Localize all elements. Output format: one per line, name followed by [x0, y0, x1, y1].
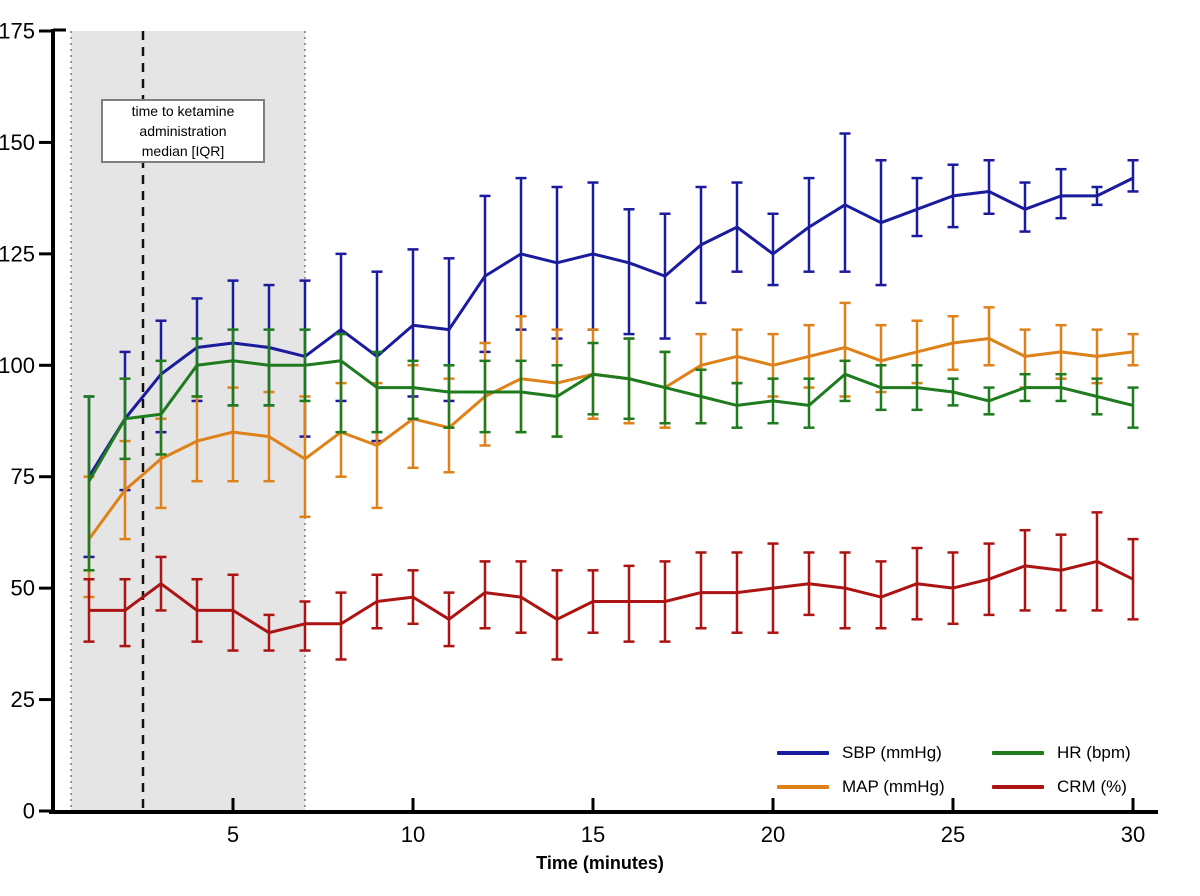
svg-text:125: 125 — [0, 241, 35, 266]
svg-text:100: 100 — [0, 353, 35, 378]
annotation-line-2: administration — [139, 123, 227, 139]
svg-text:25: 25 — [11, 687, 35, 712]
sbp-line-swatch — [777, 751, 829, 755]
legend-label-sbp: SBP (mmHg) — [842, 743, 942, 762]
svg-text:175: 175 — [0, 19, 35, 44]
svg-text:5: 5 — [227, 822, 239, 847]
svg-text:10: 10 — [401, 822, 425, 847]
legend-item-map: MAP (mmHg) — [777, 776, 945, 798]
svg-text:30: 30 — [1121, 822, 1145, 847]
svg-text:150: 150 — [0, 130, 35, 155]
svg-text:75: 75 — [11, 464, 35, 489]
svg-text:15: 15 — [581, 822, 605, 847]
legend-label-hr: HR (bpm) — [1057, 743, 1131, 762]
legend-item-crm: CRM (%) — [992, 776, 1127, 798]
legend-item-sbp: SBP (mmHg) — [777, 742, 942, 764]
svg-text:50: 50 — [11, 576, 35, 601]
hr-line-swatch — [992, 751, 1044, 755]
map-line-swatch — [777, 785, 829, 789]
annotation-box: time to ketamine administration median [… — [101, 99, 265, 163]
legend-label-crm: CRM (%) — [1057, 777, 1127, 796]
legend-label-map: MAP (mmHg) — [842, 777, 945, 796]
x-axis-title: Time (minutes) — [536, 853, 664, 873]
svg-text:20: 20 — [761, 822, 785, 847]
annotation-line-3: median [IQR] — [141, 143, 225, 159]
annotation-line-1: time to ketamine — [131, 103, 235, 119]
svg-text:0: 0 — [23, 799, 35, 824]
crm-line-swatch — [992, 785, 1044, 789]
legend-item-hr: HR (bpm) — [992, 742, 1131, 764]
svg-text:25: 25 — [941, 822, 965, 847]
